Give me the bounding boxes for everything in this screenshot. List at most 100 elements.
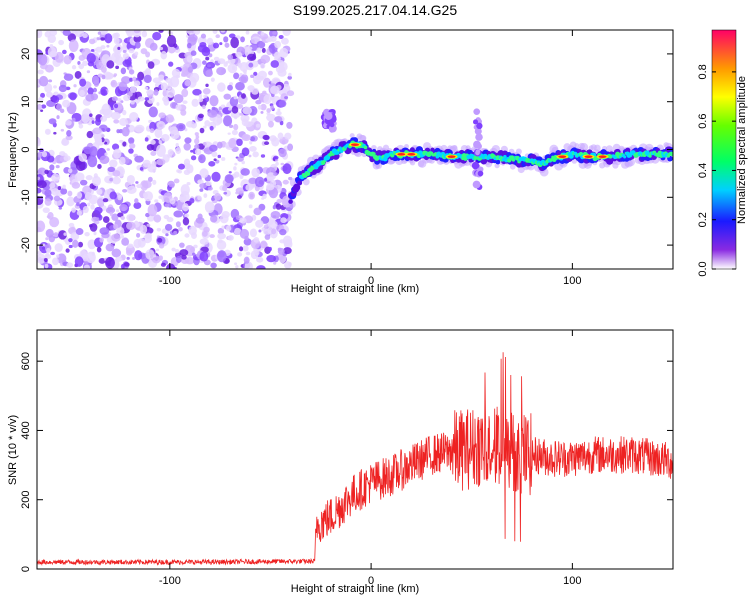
signal-band	[297, 180, 303, 186]
noise-speckle	[264, 234, 271, 240]
x-tick-label: 0	[368, 575, 374, 587]
noise-speckle	[37, 227, 42, 233]
spectrogram-noise-region	[37, 30, 295, 269]
noise-speckle	[163, 98, 170, 106]
noise-speckle	[220, 104, 226, 108]
noise-speckle	[62, 49, 67, 55]
noise-speckle	[79, 89, 85, 97]
noise-speckle	[165, 233, 169, 237]
noise-speckle	[235, 265, 239, 269]
noise-speckle	[99, 227, 110, 235]
noise-speckle	[86, 130, 94, 139]
noise-speckle	[176, 123, 186, 132]
noise-speckle	[266, 108, 271, 113]
noise-speckle	[175, 221, 181, 228]
noise-speckle	[286, 121, 293, 129]
y-tick-label: 200	[20, 491, 32, 509]
noise-speckle	[134, 155, 144, 163]
noise-speckle	[236, 195, 242, 199]
signal-halo	[509, 163, 516, 170]
noise-speckle	[194, 132, 199, 136]
noise-speckle	[250, 250, 259, 260]
noise-speckle	[205, 69, 213, 77]
noise-speckle	[275, 203, 282, 210]
noise-speckle	[277, 132, 284, 140]
noise-speckle	[261, 197, 265, 200]
noise-speckle	[197, 195, 202, 201]
noise-speckle	[100, 45, 106, 50]
noise-speckle	[199, 188, 204, 192]
noise-speckle	[245, 251, 251, 256]
noise-speckle	[144, 97, 150, 101]
noise-speckle	[198, 93, 203, 99]
noise-speckle	[280, 217, 287, 224]
noise-speckle	[202, 104, 206, 110]
noise-speckle	[61, 137, 69, 146]
noise-speckle	[112, 176, 121, 185]
noise-speckle	[109, 191, 117, 200]
signal-hotspot	[397, 152, 406, 156]
noise-speckle	[95, 118, 101, 126]
signal-band	[495, 159, 501, 165]
noise-speckle	[277, 68, 287, 77]
spectrogram-x-ticks: -100 0 100	[159, 30, 582, 287]
noise-speckle	[117, 194, 123, 201]
noise-speckle	[186, 182, 191, 186]
noise-speckle	[119, 117, 128, 126]
noise-speckle	[37, 176, 41, 181]
noise-speckle	[158, 123, 163, 127]
noise-speckle	[197, 143, 205, 150]
noise-speckle	[113, 223, 119, 230]
signal-spike	[473, 108, 481, 116]
noise-speckle	[142, 192, 148, 199]
noise-speckle	[58, 39, 65, 46]
noise-speckle	[58, 206, 63, 210]
noise-speckle	[224, 190, 231, 197]
noise-speckle	[267, 120, 274, 128]
noise-speckle	[106, 60, 115, 69]
noise-speckle	[73, 84, 77, 88]
noise-speckle	[86, 70, 91, 74]
noise-speckle	[137, 96, 145, 102]
noise-speckle	[252, 151, 259, 158]
noise-speckle	[216, 250, 227, 263]
noise-speckle	[87, 87, 94, 95]
noise-speckle	[82, 205, 89, 214]
noise-speckle	[233, 72, 240, 80]
noise-speckle	[128, 47, 135, 54]
noise-speckle	[250, 74, 255, 79]
noise-speckle	[235, 81, 245, 91]
noise-speckle	[158, 195, 162, 199]
noise-speckle	[133, 80, 141, 87]
noise-speckle	[122, 141, 127, 147]
noise-speckle	[50, 251, 56, 256]
noise-speckle	[284, 96, 288, 100]
noise-speckle	[76, 191, 83, 199]
noise-speckle	[113, 74, 117, 78]
noise-speckle	[92, 87, 97, 93]
noise-speckle	[270, 211, 281, 219]
noise-speckle	[66, 130, 72, 137]
noise-speckle	[142, 180, 152, 189]
noise-speckle	[67, 190, 73, 197]
noise-speckle	[209, 95, 219, 107]
noise-speckle	[52, 257, 59, 266]
noise-speckle	[90, 204, 95, 210]
noise-speckle	[119, 139, 124, 143]
signal-core	[568, 153, 574, 159]
noise-speckle	[177, 163, 185, 170]
noise-speckle	[111, 143, 120, 151]
noise-speckle	[215, 34, 221, 39]
noise-speckle	[253, 237, 260, 243]
noise-speckle	[168, 183, 174, 188]
noise-speckle	[53, 231, 59, 238]
noise-speckle	[207, 109, 218, 118]
noise-speckle	[112, 170, 121, 177]
noise-speckle	[46, 155, 55, 163]
noise-speckle	[205, 181, 212, 187]
noise-speckle	[211, 171, 221, 182]
spectrogram-y-ticks: -20 -10 0 10 20	[20, 48, 673, 253]
noise-speckle	[126, 256, 130, 260]
noise-speckle	[54, 51, 64, 63]
noise-speckle	[199, 238, 209, 245]
